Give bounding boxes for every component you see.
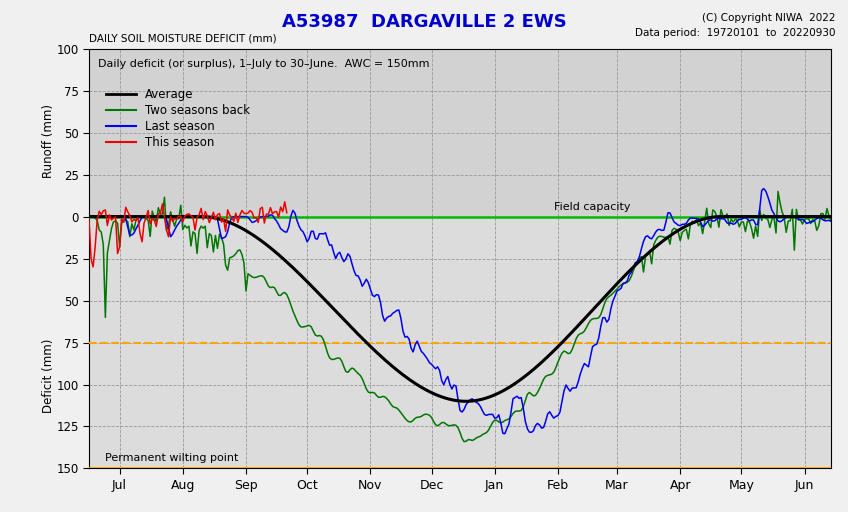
Text: Daily deficit (or surplus), 1–July to 30–June.  AWC = 150mm: Daily deficit (or surplus), 1–July to 30… [98,59,429,69]
Text: (C) Copyright NIWA  2022: (C) Copyright NIWA 2022 [702,13,835,23]
Text: Permanent wilting point: Permanent wilting point [105,454,239,463]
Text: Data period:  19720101  to  20220930: Data period: 19720101 to 20220930 [635,28,835,38]
Text: Deficit (mm): Deficit (mm) [42,339,55,413]
Text: DAILY SOIL MOISTURE DEFICIT (mm): DAILY SOIL MOISTURE DEFICIT (mm) [89,33,276,44]
Text: Runoff (mm): Runoff (mm) [42,104,55,178]
Bar [89,49,831,217]
Text: Field capacity: Field capacity [554,202,630,212]
Text: A53987  DARGAVILLE 2 EWS: A53987 DARGAVILLE 2 EWS [282,13,566,31]
Legend: Average, Two seasons back, Last season, This season: Average, Two seasons back, Last season, … [103,86,253,152]
